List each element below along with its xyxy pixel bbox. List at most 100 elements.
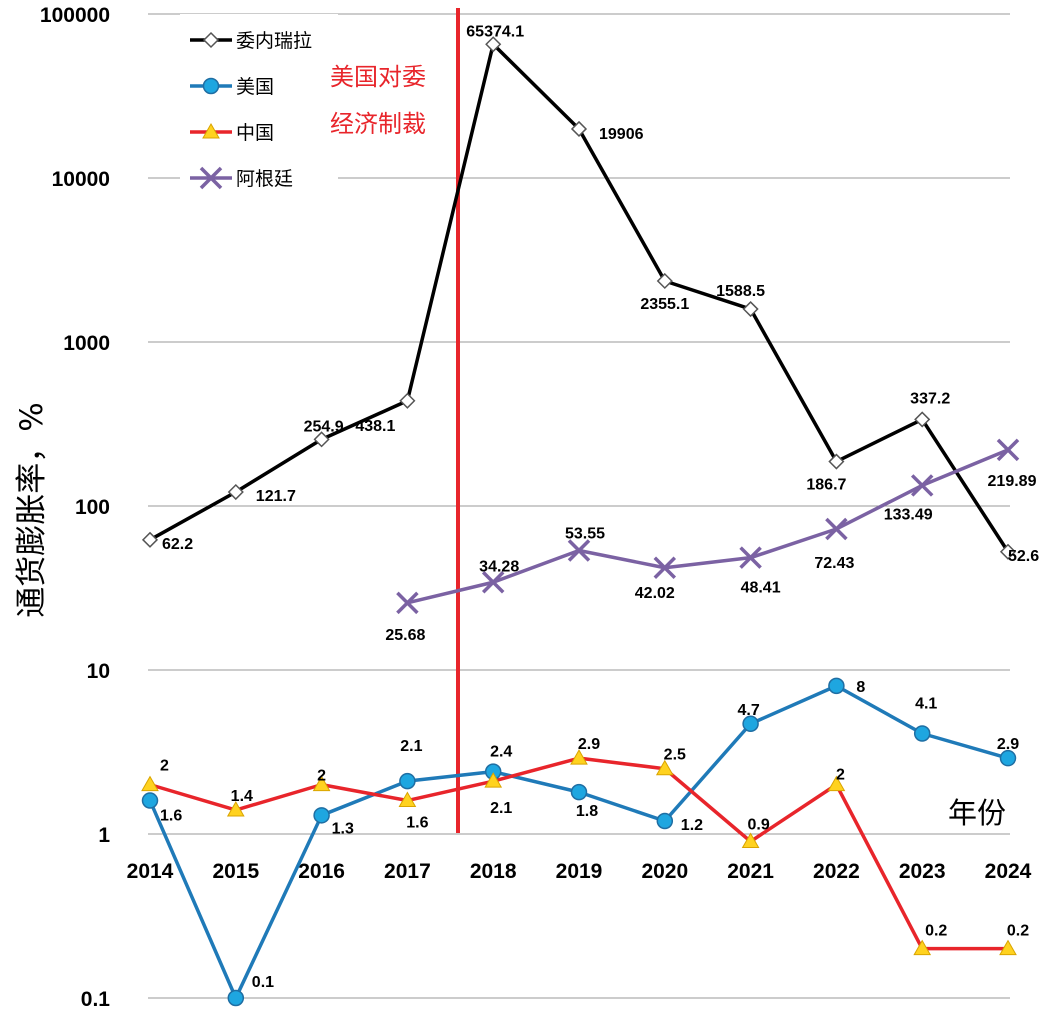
data-label-2-2017: 1.6 bbox=[406, 815, 428, 832]
x-tick-2016: 2016 bbox=[298, 860, 345, 883]
marker-2-2022 bbox=[827, 775, 846, 792]
marker-1-2023 bbox=[913, 725, 931, 742]
marker-0-2019 bbox=[570, 120, 588, 138]
x-tick-labels: 2014 2015 2016 2017 2018 2019 2020 2021 2022 2023… bbox=[127, 860, 1032, 883]
data-label-0-2014: 62.2 bbox=[162, 536, 193, 553]
data-label-2-2015: 1.4 bbox=[231, 788, 253, 805]
data-label-1-2021: 4.7 bbox=[737, 702, 759, 719]
marker-0-2016 bbox=[313, 431, 330, 448]
marker-0-2015 bbox=[227, 483, 244, 501]
marker-2-2020 bbox=[655, 759, 674, 776]
marker-3-2022 bbox=[825, 517, 848, 541]
series-line-1 bbox=[148, 684, 1009, 1000]
y-tick-1: 1 bbox=[98, 824, 110, 847]
data-label-3-2023: 133.49 bbox=[884, 506, 933, 523]
marker-0-2018 bbox=[485, 36, 502, 53]
data-label-2-2016: 2 bbox=[317, 768, 326, 785]
series-line-3 bbox=[406, 448, 1009, 605]
x-tick-2024: 2024 bbox=[985, 860, 1032, 883]
y-tick-labels: 0.1 1 10 100 1000 10000 100000 bbox=[40, 4, 110, 1011]
marker-3-2023 bbox=[910, 474, 934, 497]
data-label-0-2023: 337.2 bbox=[910, 390, 950, 407]
x-tick-2022: 2022 bbox=[813, 860, 860, 883]
marker-1-2019 bbox=[570, 783, 588, 801]
marker-1-2016 bbox=[313, 807, 330, 824]
y-tick-10: 10 bbox=[87, 660, 110, 683]
data-label-2-2014: 2 bbox=[160, 758, 169, 775]
data-label-2-2023: 0.2 bbox=[925, 923, 947, 940]
y-axis-title: 通货膨胀率，% bbox=[14, 402, 50, 617]
data-label-3-2020: 42.02 bbox=[635, 585, 675, 602]
marker-1-2022 bbox=[828, 677, 845, 695]
x-tick-2015: 2015 bbox=[212, 860, 259, 883]
data-label-1-2014: 1.6 bbox=[160, 808, 182, 825]
data-label-0-2024: 52.6 bbox=[1008, 548, 1039, 565]
marker-0-2024 bbox=[999, 543, 1017, 560]
marker-3-2017 bbox=[396, 591, 419, 615]
data-label-0-2016: 254.9 bbox=[304, 418, 344, 435]
data-label-0-2022: 186.7 bbox=[806, 477, 846, 494]
x-tick-2020: 2020 bbox=[641, 860, 688, 883]
data-label-0-2020: 2355.1 bbox=[640, 296, 689, 313]
legend-label-1: 美国 bbox=[236, 76, 274, 98]
data-label-3-2019: 53.55 bbox=[565, 525, 605, 542]
x-tick-2023: 2023 bbox=[899, 860, 946, 883]
marker-1-2020 bbox=[656, 812, 674, 830]
data-label-3-2017: 25.68 bbox=[385, 627, 425, 644]
x-tick-2021: 2021 bbox=[727, 860, 774, 883]
marker-2-2024 bbox=[999, 939, 1017, 956]
marker-3-2019 bbox=[567, 539, 591, 562]
data-label-1-2016: 1.3 bbox=[332, 820, 354, 837]
data-label-0-2017: 438.1 bbox=[355, 418, 395, 435]
marker-0-2021 bbox=[742, 300, 759, 318]
x-tick-2014: 2014 bbox=[127, 860, 174, 883]
legend-label-2: 中国 bbox=[236, 122, 274, 144]
marker-1-2017 bbox=[399, 772, 416, 790]
data-label-3-2024: 219.89 bbox=[988, 473, 1037, 490]
data-label-2-2021: 0.9 bbox=[747, 817, 769, 834]
marker-0-2023 bbox=[914, 411, 931, 428]
data-label-2-2022: 2 bbox=[836, 767, 845, 784]
legend-label-3: 阿根廷 bbox=[236, 168, 293, 190]
marker-2-2014 bbox=[141, 775, 159, 792]
data-label-2-2024: 0.2 bbox=[1007, 923, 1029, 940]
data-label-3-2018: 34.28 bbox=[479, 558, 519, 575]
y-tick-1000: 1000 bbox=[63, 332, 110, 355]
legend-marker-2 bbox=[202, 122, 220, 139]
data-label-2-2019: 2.9 bbox=[578, 736, 600, 753]
legend-marker-3 bbox=[199, 166, 223, 190]
legend-label-0: 委内瑞拉 bbox=[236, 30, 312, 52]
sanction-annotation-line1: 美国对委 bbox=[330, 63, 426, 91]
marker-2-2018 bbox=[484, 772, 503, 788]
data-label-1-2015: 0.1 bbox=[252, 974, 274, 991]
marker-2-2015 bbox=[226, 801, 245, 817]
legend-marker-0 bbox=[202, 31, 220, 49]
marker-1-2021 bbox=[742, 715, 759, 733]
marker-1-2024 bbox=[999, 749, 1017, 767]
marker-1-2014 bbox=[141, 792, 159, 809]
y-tick-100: 100 bbox=[75, 496, 110, 519]
marker-1-2015 bbox=[227, 989, 245, 1007]
legend-marker-1 bbox=[202, 77, 220, 95]
data-label-1-2017: 2.1 bbox=[400, 738, 422, 755]
y-tick-10000: 10000 bbox=[52, 168, 110, 191]
marker-2-2023 bbox=[913, 939, 932, 956]
series-markers bbox=[141, 36, 1020, 1007]
y-tick-0.1: 0.1 bbox=[81, 988, 111, 1011]
marker-0-2022 bbox=[828, 453, 845, 470]
marker-3-2021 bbox=[739, 546, 762, 569]
x-tick-2019: 2019 bbox=[556, 860, 603, 883]
x-tick-2017: 2017 bbox=[384, 860, 431, 883]
data-label-1-2020: 1.2 bbox=[681, 817, 703, 834]
data-label-0-2019: 19906 bbox=[599, 126, 644, 143]
x-tick-2018: 2018 bbox=[470, 860, 517, 883]
data-label-1-2023: 4.1 bbox=[915, 696, 937, 713]
marker-0-2020 bbox=[656, 272, 673, 290]
marker-2-2017 bbox=[398, 791, 417, 808]
marker-3-2018 bbox=[481, 571, 505, 594]
data-label-1-2024: 2.9 bbox=[997, 736, 1019, 753]
data-label-1-2022: 8 bbox=[856, 679, 865, 696]
x-axis-title: 年份 bbox=[948, 796, 1006, 830]
marker-2-2019 bbox=[570, 749, 588, 765]
